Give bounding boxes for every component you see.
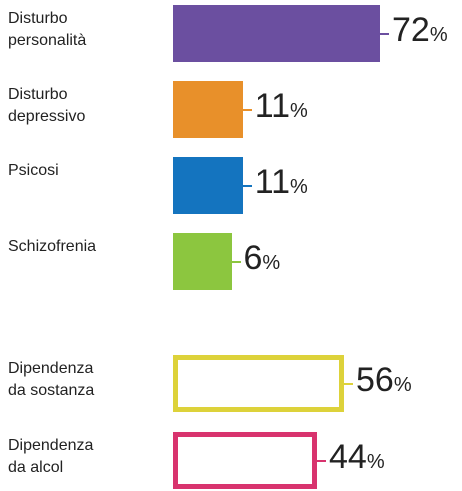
category-label: Psicosi: [8, 162, 59, 179]
value-label: 44%: [329, 438, 385, 476]
value-tick: [242, 184, 252, 187]
category-label: Dipendenza da sostanza: [8, 360, 95, 399]
bar: [173, 5, 380, 62]
bar: [173, 233, 232, 290]
category-label: Schizofrenia: [8, 238, 97, 255]
category-label: Dipendenza da alcol: [8, 437, 94, 476]
value-tick: [242, 108, 252, 111]
bar: [173, 355, 344, 412]
value-tick: [344, 382, 353, 385]
value-label: 11%: [254, 163, 308, 201]
value-tick: [231, 260, 241, 263]
value-label: 6%: [243, 239, 281, 277]
value-label: 72%: [392, 11, 448, 49]
category-label: Disturbo depressivo: [8, 86, 86, 125]
value-tick: [380, 32, 389, 35]
bar: [173, 81, 243, 138]
value-label: 11%: [254, 87, 308, 125]
value-label: 56%: [356, 361, 412, 399]
value-tick: [317, 459, 326, 462]
bar: [173, 157, 243, 214]
category-label: Disturbo personalità: [8, 10, 87, 49]
bar: [173, 432, 317, 489]
